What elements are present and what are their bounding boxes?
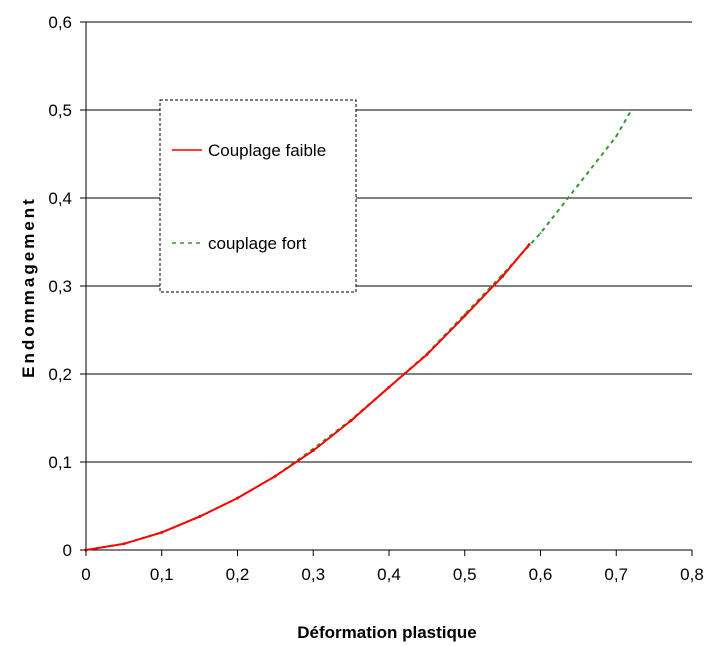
point-couplage-faible	[463, 314, 467, 318]
y-tick-label: 0,3	[48, 277, 72, 296]
y-tick-label: 0,1	[48, 453, 72, 472]
x-tick-label: 0,2	[226, 565, 250, 584]
point-couplage-faible	[387, 385, 391, 389]
y-tick-label: 0,4	[48, 189, 72, 208]
x-tick-label: 0,6	[529, 565, 553, 584]
point-couplage-faible	[311, 449, 315, 453]
point-couplage-fort	[577, 183, 580, 186]
point-couplage-fort	[539, 232, 542, 235]
x-tick-label: 0	[81, 565, 90, 584]
legend-box	[159, 99, 357, 293]
legend-label-couplage-faible: Couplage faible	[208, 141, 326, 160]
point-couplage-faible	[527, 243, 531, 247]
y-tick-label: 0,6	[48, 13, 72, 32]
x-tick-label: 0,7	[604, 565, 628, 584]
point-couplage-faible	[236, 496, 239, 500]
x-tick-label: 0,1	[150, 565, 174, 584]
point-couplage-faible	[425, 353, 429, 357]
point-couplage-fort	[615, 135, 618, 138]
y-tick-label: 0,2	[48, 365, 72, 384]
point-couplage-faible	[122, 542, 126, 546]
point-couplage-faible	[160, 530, 164, 534]
x-tick-label: 0,3	[301, 565, 325, 584]
y-tick-label: 0	[63, 541, 72, 560]
legend: Couplage faible couplage fort	[159, 99, 357, 293]
x-tick-label: 0,5	[453, 565, 477, 584]
point-couplage-fort	[630, 109, 633, 111]
x-axis-title: Déformation plastique	[297, 623, 476, 642]
point-couplage-faible	[273, 474, 277, 478]
legend-label-couplage-fort: couplage fort	[208, 234, 307, 253]
y-axis-title: Endommagement	[19, 196, 38, 378]
x-tick-label: 0,8	[680, 565, 704, 584]
ticks-layer: 0 0,1 0,2 0,3 0,4 0,5 0,6 0 0,1 0,2 0,3 0,4 0,5 0,6 0,…	[48, 13, 703, 584]
series-layer	[84, 109, 633, 552]
x-tick-label: 0,4	[377, 565, 401, 584]
point-couplage-faible	[198, 515, 202, 519]
point-couplage-faible	[349, 419, 353, 423]
point-couplage-faible	[501, 274, 505, 278]
y-tick-label: 0,5	[48, 101, 72, 120]
